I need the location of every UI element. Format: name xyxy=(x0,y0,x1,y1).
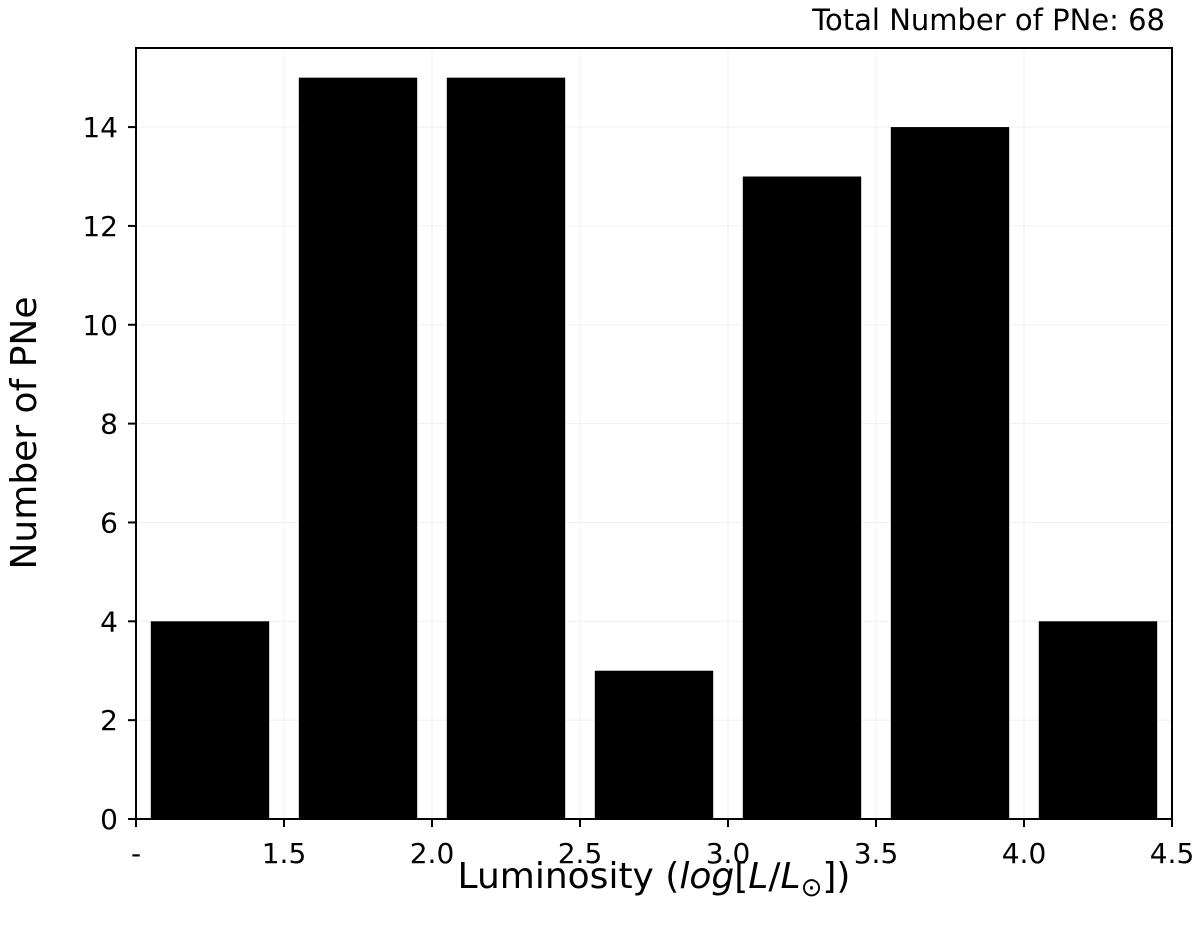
x-tick-label: 2.5 xyxy=(558,837,603,870)
x-tick-label: 3.0 xyxy=(706,837,751,870)
bar-4 xyxy=(594,670,714,819)
x-tick-label: 4.0 xyxy=(1002,837,1047,870)
y-axis-label: Number of PNe xyxy=(4,297,45,570)
x-axis-label-suffix: ]) xyxy=(822,856,850,897)
x-tick-label: 4.5 xyxy=(1150,837,1195,870)
x-tick-label: 2.0 xyxy=(410,837,455,870)
x-axis-label: Luminosity (log[L/L⊙]) xyxy=(458,856,851,903)
y-tick-label: 6 xyxy=(100,506,118,539)
bar-2 xyxy=(298,77,418,819)
y-tick-label: 14 xyxy=(82,111,118,144)
x-tick-label: 1.5 xyxy=(262,837,307,870)
x-axis-label-prefix: Luminosity ( xyxy=(458,856,680,897)
sun-symbol: ⊙ xyxy=(801,873,823,903)
x-axis-label-log: log xyxy=(679,856,734,897)
x-axis-ticks: - 1.5 2.0 2.5 3.0 3.5 4.0 4.5 xyxy=(131,819,1194,870)
y-tick-label: 2 xyxy=(100,704,118,737)
x-axis-label-slash: / xyxy=(768,856,781,897)
bar-7 xyxy=(1038,621,1158,819)
bar-5 xyxy=(742,176,862,819)
y-axis-ticks: 0 2 4 6 8 10 12 14 xyxy=(82,111,136,836)
y-tick-label: 4 xyxy=(100,605,118,638)
x-axis-label-open-bracket: [ xyxy=(734,856,748,897)
bar-1 xyxy=(150,621,270,819)
x-axis-label-l: L xyxy=(748,856,768,897)
bars xyxy=(150,77,1158,820)
bar-6 xyxy=(890,127,1010,820)
y-tick-label: 8 xyxy=(100,408,118,441)
y-tick-label: 10 xyxy=(82,309,118,342)
bar-3 xyxy=(446,77,566,819)
total-annotation: Total Number of PNe: 68 xyxy=(811,3,1165,37)
x-axis-label-lsun: L xyxy=(781,856,801,897)
y-tick-label: 12 xyxy=(82,210,118,243)
plot-frame xyxy=(135,47,1173,820)
x-tick-label: 3.5 xyxy=(854,837,899,870)
y-tick-label: 0 xyxy=(100,803,118,836)
x-tick-label: - xyxy=(131,837,141,870)
